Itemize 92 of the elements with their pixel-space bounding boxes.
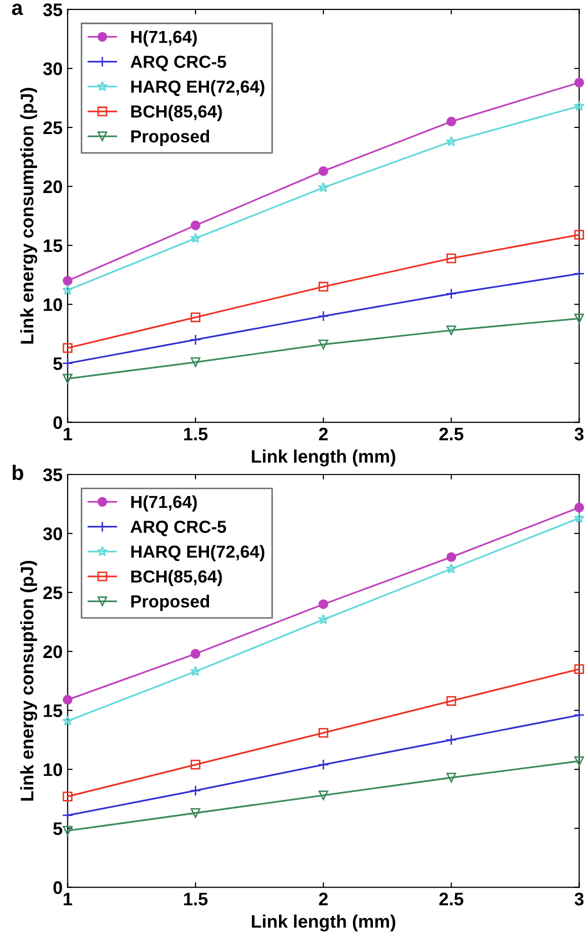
y-tick-label: 35 <box>43 3 62 16</box>
point <box>318 182 329 192</box>
legend-label: H(71,64) <box>131 30 197 47</box>
x-tick-label: 3 <box>574 892 584 906</box>
y-tick-label: 20 <box>43 180 62 194</box>
point <box>574 512 584 523</box>
point <box>574 756 584 766</box>
point <box>446 136 457 146</box>
y-tick-label: 35 <box>43 468 62 482</box>
y-tick-label: 30 <box>43 62 62 76</box>
legend-label: ARQ CRC-5 <box>130 56 226 72</box>
point <box>574 710 585 721</box>
point <box>190 312 200 322</box>
point <box>318 599 328 610</box>
x-tick-label: 1 <box>64 892 72 906</box>
point <box>446 734 457 746</box>
y-tick-label: 15 <box>44 704 62 718</box>
point <box>574 78 584 88</box>
point <box>190 334 202 346</box>
point <box>190 785 202 796</box>
point <box>318 614 329 624</box>
point <box>446 563 457 574</box>
point <box>62 343 72 353</box>
point <box>574 664 584 674</box>
point <box>62 792 72 802</box>
y-tick-label: 20 <box>43 645 62 658</box>
point <box>190 357 200 368</box>
y-tick-label: 15 <box>44 240 62 252</box>
x-axis-title: Link length (mm) <box>252 914 396 932</box>
legend-label: ARQ CRC-5 <box>130 520 226 536</box>
point <box>574 502 584 512</box>
y-axis-title: Link energy consumption (pJ) <box>20 88 38 344</box>
point <box>62 276 72 286</box>
x-tick-label: 1.5 <box>184 428 208 440</box>
point <box>62 715 73 726</box>
point <box>62 358 74 369</box>
point <box>62 374 72 384</box>
point <box>318 340 328 350</box>
point <box>318 310 329 322</box>
point <box>190 666 201 676</box>
point <box>190 220 200 230</box>
point <box>574 268 585 280</box>
legend-label: H(71,64) <box>131 495 197 512</box>
point <box>318 790 328 800</box>
x-tick-label: 1 <box>64 428 72 440</box>
point <box>190 808 200 818</box>
point <box>318 166 328 176</box>
y-tick-label: 5 <box>53 822 62 836</box>
y-tick-label: 0 <box>53 416 62 430</box>
point <box>446 253 456 264</box>
legend-label: Proposed <box>131 594 210 611</box>
legend-label: BCH(85,64) <box>131 570 222 586</box>
x-tick-label: 3 <box>574 428 584 440</box>
point <box>62 694 72 705</box>
point <box>574 314 584 324</box>
x-axis-title: Link length (mm) <box>252 450 396 466</box>
point <box>318 728 328 738</box>
x-tick-label: 2.5 <box>439 428 464 440</box>
point <box>446 325 456 336</box>
point <box>190 232 201 243</box>
x-tick-label: 2.5 <box>439 892 464 906</box>
y-tick-label: 10 <box>44 298 62 312</box>
y-tick-label: 5 <box>53 357 62 370</box>
point <box>62 284 73 295</box>
point <box>318 759 329 770</box>
point <box>62 826 72 836</box>
point <box>446 116 456 126</box>
point <box>574 100 584 111</box>
legend-label: HARQ EH(72,64) <box>131 80 264 96</box>
x-tick-label: 2 <box>319 892 328 906</box>
point <box>446 772 456 782</box>
point <box>318 282 328 292</box>
point <box>190 648 200 659</box>
y-tick-label: 10 <box>44 763 62 776</box>
y-tick-label: 25 <box>43 586 62 600</box>
legend-label: HARQ EH(72,64) <box>131 545 264 562</box>
x-tick-label: 1.5 <box>184 892 208 906</box>
point <box>446 696 456 706</box>
point <box>574 230 584 240</box>
chart-title: b <box>12 464 24 480</box>
x-tick-label: 2 <box>319 428 328 440</box>
y-tick-label: 0 <box>53 881 62 894</box>
y-tick-label: 25 <box>43 121 62 134</box>
legend-label: BCH(85,64) <box>131 104 222 122</box>
y-axis-title: Link energy consuption (pJ) <box>20 560 38 801</box>
chart-title: a <box>12 4 24 16</box>
point <box>190 760 200 770</box>
legend-label: Proposed <box>131 130 210 146</box>
point <box>446 552 456 562</box>
point <box>62 810 74 821</box>
point <box>446 288 457 300</box>
y-tick-label: 30 <box>43 527 62 540</box>
